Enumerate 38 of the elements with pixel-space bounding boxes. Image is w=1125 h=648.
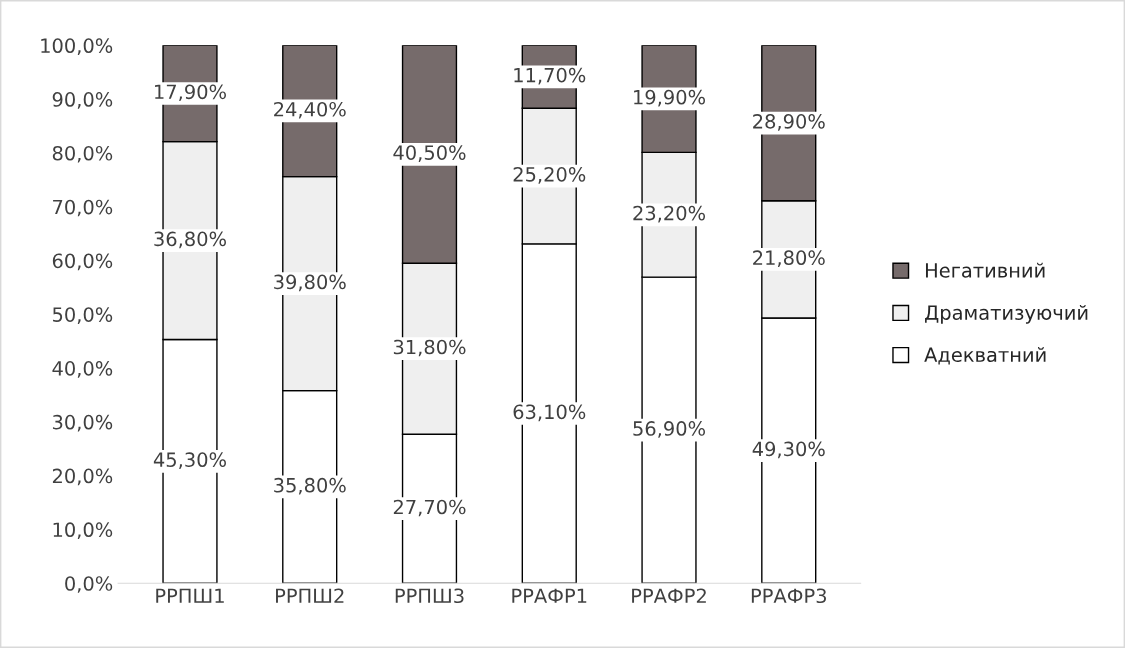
data-label: 11,70% <box>514 67 586 85</box>
y-tick-label: 80,0% <box>52 145 113 163</box>
data-label: 40,50% <box>393 145 466 162</box>
data-label: 21,80% <box>753 250 825 268</box>
y-tick-label: 40,0% <box>52 361 113 378</box>
legend-label: Адекватний <box>924 347 1046 365</box>
y-tick-label: 60,0% <box>52 253 113 271</box>
data-label: 28,90% <box>753 114 825 131</box>
y-tick-label: 20,0% <box>52 468 113 486</box>
data-label: 25,20% <box>513 166 586 184</box>
y-tick-label: 50,0% <box>53 307 113 324</box>
x-tick-label: РРАФР1 <box>512 588 587 603</box>
x-tick-label: РРПШ2 <box>276 588 344 603</box>
data-label: 19,90% <box>634 89 706 107</box>
data-label: 27,70% <box>393 499 466 517</box>
x-tick-label: РРАФР3 <box>751 588 827 604</box>
y-tick-label: 70,0% <box>53 199 113 217</box>
x-tick-label: РРПШ1 <box>156 588 224 603</box>
legend-label: Негативний <box>925 262 1045 278</box>
data-label: 23,20% <box>633 205 706 223</box>
data-label: 45,30% <box>153 452 226 470</box>
data-label: 56,90% <box>633 421 706 438</box>
data-label: 49,30% <box>752 441 825 459</box>
x-tick-label: РРПШ3 <box>395 588 464 604</box>
y-tick-label: 10,0% <box>53 522 113 540</box>
data-label: 36,80% <box>154 231 226 249</box>
legend-label: Драматизуючий <box>925 304 1088 324</box>
data-label: 35,80% <box>274 477 346 495</box>
y-tick-label: 90,0% <box>52 92 113 109</box>
y-tick-label: 30,0% <box>52 414 113 432</box>
data-label: 24,40% <box>274 101 346 119</box>
y-tick-label: 0,0% <box>65 576 113 593</box>
y-tick-label: 100,0% <box>41 38 113 56</box>
x-tick-label: РРАФР2 <box>632 588 706 603</box>
data-label: 31,80% <box>393 339 466 357</box>
data-label: 39,80% <box>274 274 346 292</box>
data-label: 17,90% <box>155 84 226 102</box>
data-label: 63,10% <box>513 404 586 422</box>
